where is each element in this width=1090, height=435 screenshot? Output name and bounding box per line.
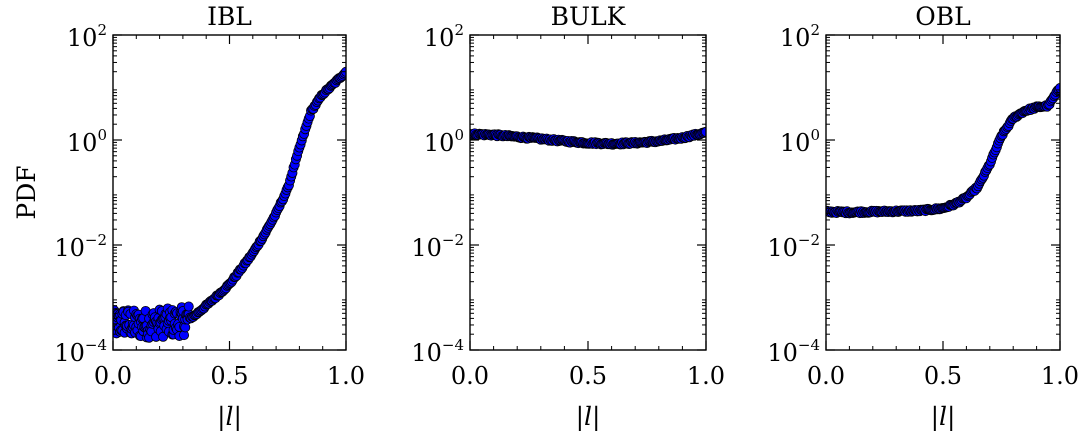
plot-frame (112, 34, 347, 351)
panel-title: OBL (915, 2, 970, 31)
panel-title: BULK (551, 2, 627, 31)
panel-title: IBL (207, 2, 252, 31)
panel-bulk: 102 100 10−2 10−40.0 0.5 1.0 BULK |l| (411, 2, 725, 432)
y-tick-label: 102 (780, 21, 820, 52)
x-tick-label: 0.5 (924, 362, 962, 390)
series-markers (113, 66, 346, 343)
x-axis-label: |l| (931, 402, 956, 432)
x-tick-label: 0.5 (569, 362, 607, 390)
y-tick-label: 100 (780, 126, 820, 157)
x-tick-label: 1.0 (1041, 362, 1079, 390)
x-tick-label: 1.0 (327, 362, 365, 390)
x-tick-label: 0.0 (94, 362, 132, 390)
y-tick-label: 102 (67, 21, 107, 52)
y-tick-label: 100 (67, 126, 107, 157)
x-axis-label: |l| (217, 402, 242, 432)
x-tick-label: 0.5 (210, 362, 248, 390)
x-tick-label: 1.0 (687, 362, 725, 390)
series-markers (826, 83, 1060, 219)
y-tick-label: 100 (424, 126, 464, 157)
data-point (183, 301, 194, 312)
y-tick-label: 10−4 (767, 336, 820, 367)
y-tick-label: 10−2 (411, 231, 464, 262)
y-tick-label: 10−2 (767, 231, 820, 262)
y-tick-label: 102 (424, 21, 464, 52)
plot-frame (469, 34, 707, 351)
panel-ibl: 102 100 10−2 10−40.0 0.5 1.0 IBL |l| PDF (12, 2, 365, 432)
x-tick-label: 0.0 (451, 362, 489, 390)
y-tick-label: 10−4 (54, 336, 107, 367)
series-markers (470, 126, 706, 150)
y-tick-label: 10−2 (54, 231, 107, 262)
y-tick-label: 10−4 (411, 336, 464, 367)
y-axis-label: PDF (12, 165, 41, 219)
x-axis-label: |l| (576, 402, 601, 432)
plot-frame (825, 34, 1061, 351)
panel-obl: 102 100 10−2 10−40.0 0.5 1.0 OBL |l| (767, 2, 1079, 432)
data-point (701, 126, 706, 137)
x-tick-label: 0.0 (807, 362, 845, 390)
